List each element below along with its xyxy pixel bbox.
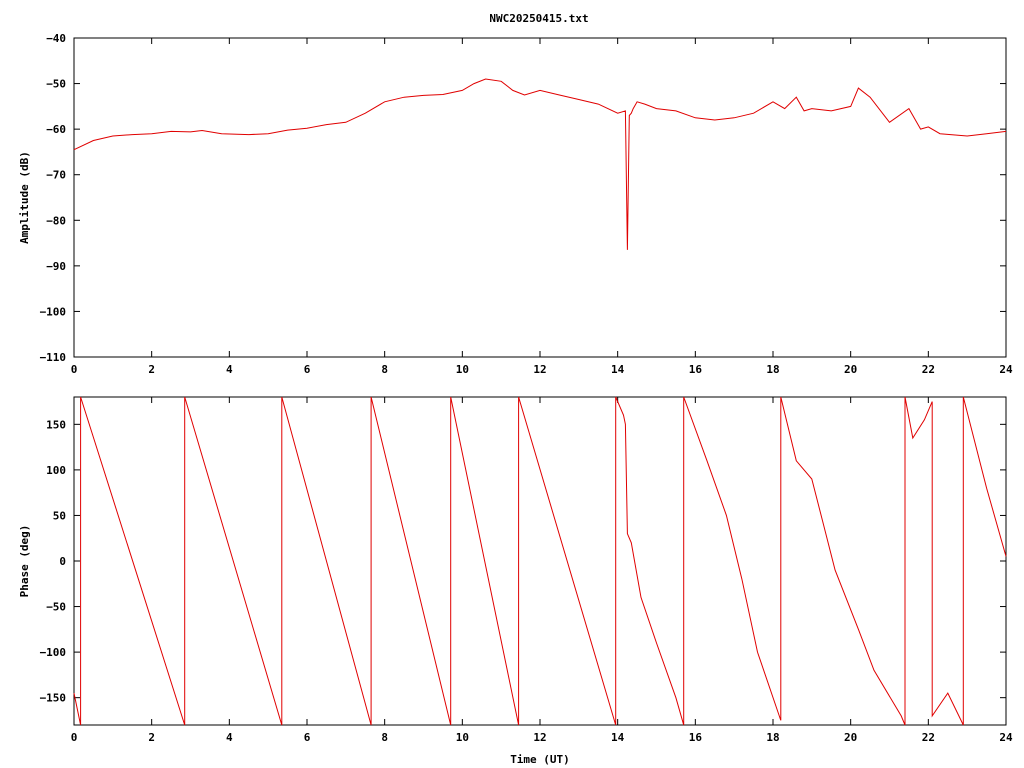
phase-y-tick-label: 100 [46, 464, 66, 477]
amplitude-y-tick-label: −80 [46, 214, 66, 227]
amplitude-y-tick-label: −50 [46, 78, 66, 91]
phase-y-tick-label: −150 [40, 692, 67, 705]
amplitude-x-tick-label: 20 [844, 363, 857, 376]
amplitude-y-tick-label: −70 [46, 169, 66, 182]
amplitude-x-tick-label: 10 [456, 363, 469, 376]
phase-y-tick-label: 0 [59, 555, 66, 568]
amplitude-x-tick-label: 16 [689, 363, 703, 376]
phase-x-tick-label: 12 [533, 731, 546, 744]
amplitude-x-tick-label: 14 [611, 363, 625, 376]
amplitude-x-tick-label: 8 [381, 363, 388, 376]
amplitude-x-tick-label: 24 [999, 363, 1013, 376]
amplitude-series-line [73, 78, 1007, 250]
phase-x-tick-label: 2 [148, 731, 155, 744]
phase-y-tick-label: 50 [53, 509, 66, 522]
phase-x-tick-label: 16 [689, 731, 703, 744]
phase-plot-frame [73, 396, 1007, 726]
amplitude-plot-frame [73, 37, 1007, 358]
amplitude-y-tick-label: −60 [46, 123, 66, 136]
phase-y-tick-label: −100 [40, 646, 67, 659]
amplitude-y-tick-label: −100 [40, 305, 67, 318]
amplitude-x-tick-label: 22 [922, 363, 935, 376]
amplitude-x-tick-label: 2 [148, 363, 155, 376]
phase-x-tick-label: 22 [922, 731, 935, 744]
phase-y-tick-label: −50 [46, 601, 66, 614]
phase-x-tick-label: 4 [226, 731, 233, 744]
phase-x-tick-label: 14 [611, 731, 625, 744]
phase-x-tick-label: 6 [304, 731, 311, 744]
phase-series-line [73, 396, 1007, 726]
phase-x-tick-label: 18 [766, 731, 779, 744]
phase-x-tick-label: 24 [999, 731, 1013, 744]
amplitude-x-tick-label: 4 [226, 363, 233, 376]
amplitude-y-axis-label: Amplitude (dB) [18, 151, 31, 244]
phase-x-axis-label: Time (UT) [510, 753, 570, 766]
amplitude-x-tick-label: 18 [766, 363, 779, 376]
phase-x-tick-label: 8 [381, 731, 388, 744]
phase-y-tick-label: 150 [46, 418, 66, 431]
amplitude-x-tick-label: 0 [71, 363, 78, 376]
phase-panel: 0 2 4 6 8 10 12 14 16 18 20 22 24−150−100−5005010015… [18, 396, 1013, 766]
amplitude-x-tick-label: 12 [533, 363, 546, 376]
amplitude-y-tick-label: −40 [46, 32, 66, 45]
phase-x-tick-label: 0 [71, 731, 78, 744]
amplitude-x-tick-label: 6 [304, 363, 311, 376]
phase-y-axis-label: Phase (deg) [18, 525, 31, 598]
amplitude-panel: 0 2 4 6 8 10 12 14 16 18 20 22 24−110−100−90−80−70−6… [18, 32, 1013, 376]
chart-title: NWC20250415.txt [489, 12, 588, 25]
phase-x-tick-label: 20 [844, 731, 857, 744]
amplitude-y-tick-label: −90 [46, 260, 66, 273]
amplitude-y-tick-label: −110 [40, 351, 67, 364]
phase-x-tick-label: 10 [456, 731, 469, 744]
